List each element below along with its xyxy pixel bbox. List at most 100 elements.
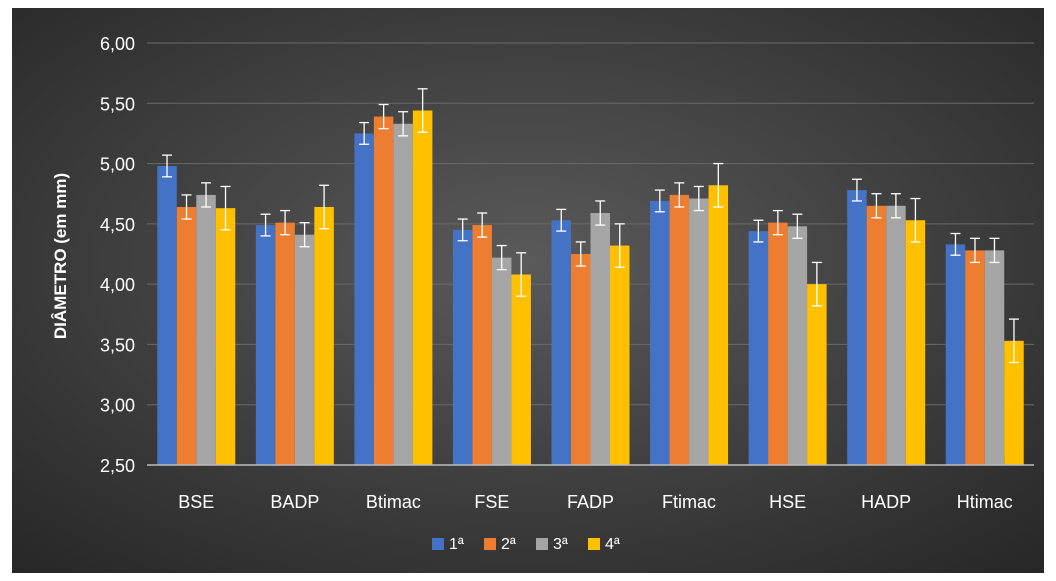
error-bar xyxy=(871,193,882,219)
error-bar xyxy=(556,208,567,232)
bar-hadp-1 xyxy=(847,190,867,465)
error-bar xyxy=(614,223,625,268)
error-bar xyxy=(969,237,980,264)
error-bar xyxy=(220,185,231,231)
error-bar xyxy=(181,194,192,220)
error-bar xyxy=(851,178,862,202)
bar-bse-4 xyxy=(215,208,236,465)
y-tick-label: 2,50 xyxy=(100,456,135,476)
bar-hse-4 xyxy=(807,284,827,465)
bar-htimac-1 xyxy=(945,244,966,465)
legend-item-3: 3ª xyxy=(536,536,568,553)
bar-hadp-4 xyxy=(905,220,926,465)
chart-frame: 2,50 3,00 3,50 4,00 4,50 5,00 5,50 6,00 BSE BADP B… xyxy=(12,8,1044,573)
bar-ftimac-4 xyxy=(708,185,729,465)
error-bar xyxy=(654,189,665,213)
legend-swatch xyxy=(484,538,496,550)
bar-btimac-4 xyxy=(412,110,433,466)
legend-item-4: 4ª xyxy=(588,536,620,553)
bar-bse-2 xyxy=(176,206,197,465)
y-tick-label: 6,00 xyxy=(100,34,135,54)
y-axis-title: DIÂMETRO (em mm) xyxy=(51,173,70,339)
x-tick-label: HADP xyxy=(861,492,911,512)
error-bar xyxy=(201,182,212,208)
bar-ftimac-3 xyxy=(689,198,709,465)
legend-swatch xyxy=(536,538,548,550)
error-bar xyxy=(299,222,310,248)
bar-htimac-2 xyxy=(965,250,985,465)
error-bar xyxy=(713,162,724,208)
y-tick-label: 3,00 xyxy=(100,396,135,416)
bar-htimac-4 xyxy=(1004,340,1024,465)
error-bar xyxy=(575,241,586,267)
y-tick-label: 5,50 xyxy=(100,94,135,114)
error-bar xyxy=(319,184,330,230)
error-bar xyxy=(516,252,527,297)
bar-ftimac-2 xyxy=(669,194,690,466)
axis-layer: 2,50 3,00 3,50 4,00 4,50 5,00 5,50 6,00 BSE BADP B… xyxy=(100,34,1034,512)
y-tick-label: 4,50 xyxy=(100,215,135,235)
error-bar xyxy=(910,197,921,243)
error-bar xyxy=(674,182,685,208)
error-bar xyxy=(162,154,173,178)
legend-label: 4ª xyxy=(605,536,620,553)
x-tick-label: BADP xyxy=(270,492,319,512)
error-bar xyxy=(950,232,961,256)
legend-label: 3ª xyxy=(553,536,568,553)
error-bar xyxy=(477,212,488,238)
error-bar xyxy=(359,121,370,145)
x-tick-label: FSE xyxy=(474,492,509,512)
bar-hse-1 xyxy=(748,231,769,465)
bar-hse-3 xyxy=(787,226,808,465)
bar-fse-3 xyxy=(491,257,512,465)
bar-badp-3 xyxy=(294,234,315,465)
legend-swatch xyxy=(588,538,600,550)
bar-fadp-4 xyxy=(610,245,630,465)
bar-bse-3 xyxy=(196,194,216,466)
y-tick-label: 3,50 xyxy=(100,335,135,355)
legend-swatch xyxy=(432,538,444,550)
bar-fadp-3 xyxy=(590,213,610,465)
x-tick-label: Htimac xyxy=(957,492,1013,512)
error-bar xyxy=(457,218,468,242)
bar-btimac-1 xyxy=(354,133,374,465)
y-tick-label: 5,00 xyxy=(100,155,135,175)
error-bar xyxy=(792,213,803,239)
legend-label: 1ª xyxy=(449,536,464,553)
error-bar xyxy=(753,219,764,243)
x-tick-label: Ftimac xyxy=(662,492,716,512)
error-bar xyxy=(1008,318,1019,364)
error-bar xyxy=(595,200,606,226)
bar-hadp-2 xyxy=(866,205,887,465)
legend-label: 2ª xyxy=(501,536,516,553)
x-tick-label: Btimac xyxy=(366,492,421,512)
legend-item-1: 1ª xyxy=(432,536,464,553)
bar-hse-2 xyxy=(768,222,788,465)
error-bar xyxy=(496,244,507,271)
bar-fse-4 xyxy=(511,274,531,465)
error-bar xyxy=(811,261,822,307)
bar-fadp-1 xyxy=(551,220,571,465)
bar-bse-1 xyxy=(157,165,177,466)
bar-btimac-2 xyxy=(373,116,394,465)
bar-badp-2 xyxy=(275,222,295,465)
bar-badp-4 xyxy=(314,206,334,465)
bar-fse-2 xyxy=(472,225,492,465)
y-tick-label: 4,00 xyxy=(100,275,135,295)
legend-item-2: 2ª xyxy=(484,536,516,553)
legend: 1ª 2ª 3ª 4ª xyxy=(432,536,620,553)
bar-htimac-3 xyxy=(984,250,1005,465)
bar-btimac-3 xyxy=(393,123,413,465)
bar-fse-1 xyxy=(452,229,473,465)
error-bar xyxy=(417,88,428,133)
error-bar xyxy=(398,111,409,137)
error-bar xyxy=(693,185,704,212)
error-bar xyxy=(989,237,1000,264)
x-tick-label: HSE xyxy=(769,492,806,512)
bars-layer xyxy=(157,88,1024,466)
error-bar xyxy=(378,103,389,130)
bar-chart: 2,50 3,00 3,50 4,00 4,50 5,00 5,50 6,00 BSE BADP B… xyxy=(12,8,1044,573)
error-bar xyxy=(280,209,291,236)
bar-ftimac-1 xyxy=(650,200,670,465)
error-bar xyxy=(890,193,901,219)
